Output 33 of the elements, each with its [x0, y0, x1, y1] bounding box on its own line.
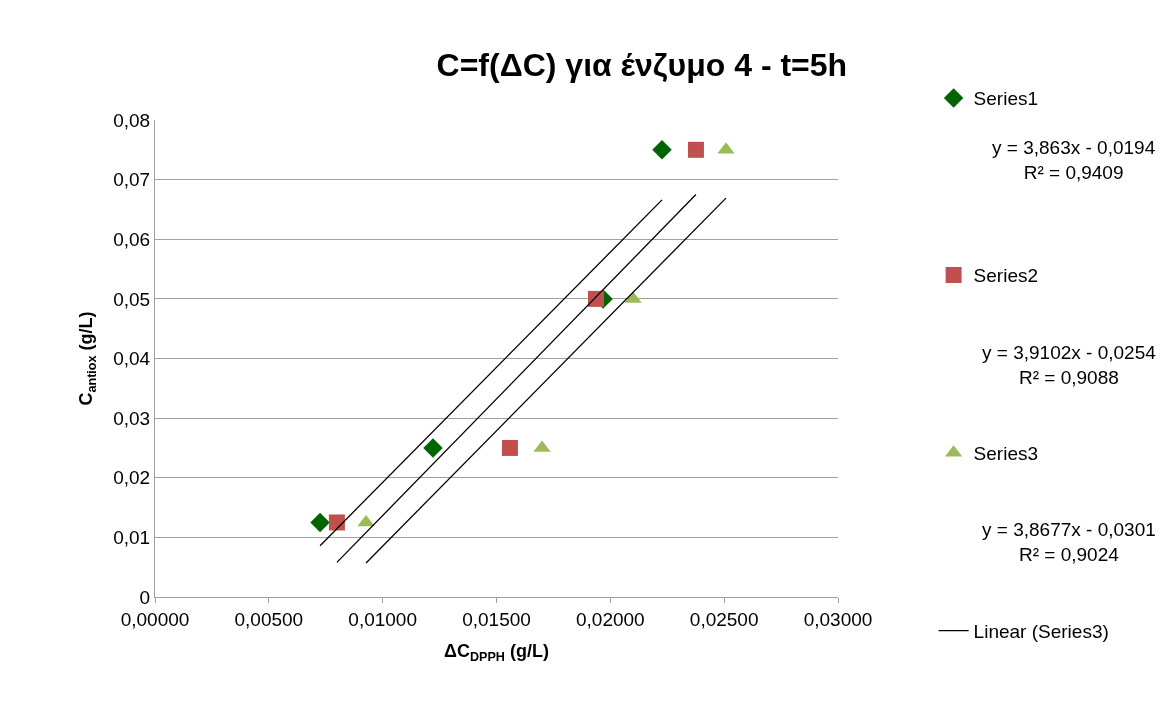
legend-label: Series1 [973, 88, 1039, 110]
y-tick-label: 0,01 [113, 527, 151, 549]
y-tick-label: 0,04 [113, 348, 151, 370]
legend-label: Linear (Series3) [973, 621, 1109, 643]
legend-label: Series3 [973, 443, 1039, 465]
point [357, 514, 375, 527]
point [652, 140, 672, 160]
y-tick-label: 0,02 [113, 467, 151, 489]
point [687, 141, 704, 158]
y-tick-label: 0,03 [113, 407, 151, 429]
y-tick-label: 0 [139, 586, 151, 608]
point [328, 514, 345, 531]
x-tick-label: 0,01000 [348, 608, 418, 630]
x-tick-label: 0,00500 [234, 608, 304, 630]
legend-label: Series2 [973, 265, 1039, 287]
point [310, 512, 330, 533]
x-tick-label: 0,03000 [803, 608, 873, 630]
chart-title: C=f(ΔC) για ένζυμο 4 - t=5h [436, 46, 848, 83]
text: y = 3,9102x - 0,0254 R² = 0,9088 [982, 342, 1157, 388]
text: y = 3,863x - 0,0194 R² = 0,9409 [992, 137, 1156, 183]
x-tick-label: 0,01500 [462, 608, 531, 630]
y-tick-label: 0,05 [113, 288, 151, 310]
point [501, 439, 518, 456]
y-tick-label: 0,07 [113, 169, 151, 191]
y-tick-label: 0,06 [113, 228, 151, 250]
point [587, 290, 604, 307]
x-axis-title: ΔC$_{DPPH}$ (g/L) [444, 640, 549, 664]
x-tick-label: 0,02500 [689, 608, 759, 630]
text: y = 3,8677x - 0,0301 R² = 0,9024 [982, 519, 1156, 565]
x-tick-label: 0,00000 [120, 608, 190, 630]
point [423, 438, 443, 458]
x-tick-label: 0,02000 [575, 608, 645, 630]
y-tick-label: 0,08 [113, 109, 151, 131]
